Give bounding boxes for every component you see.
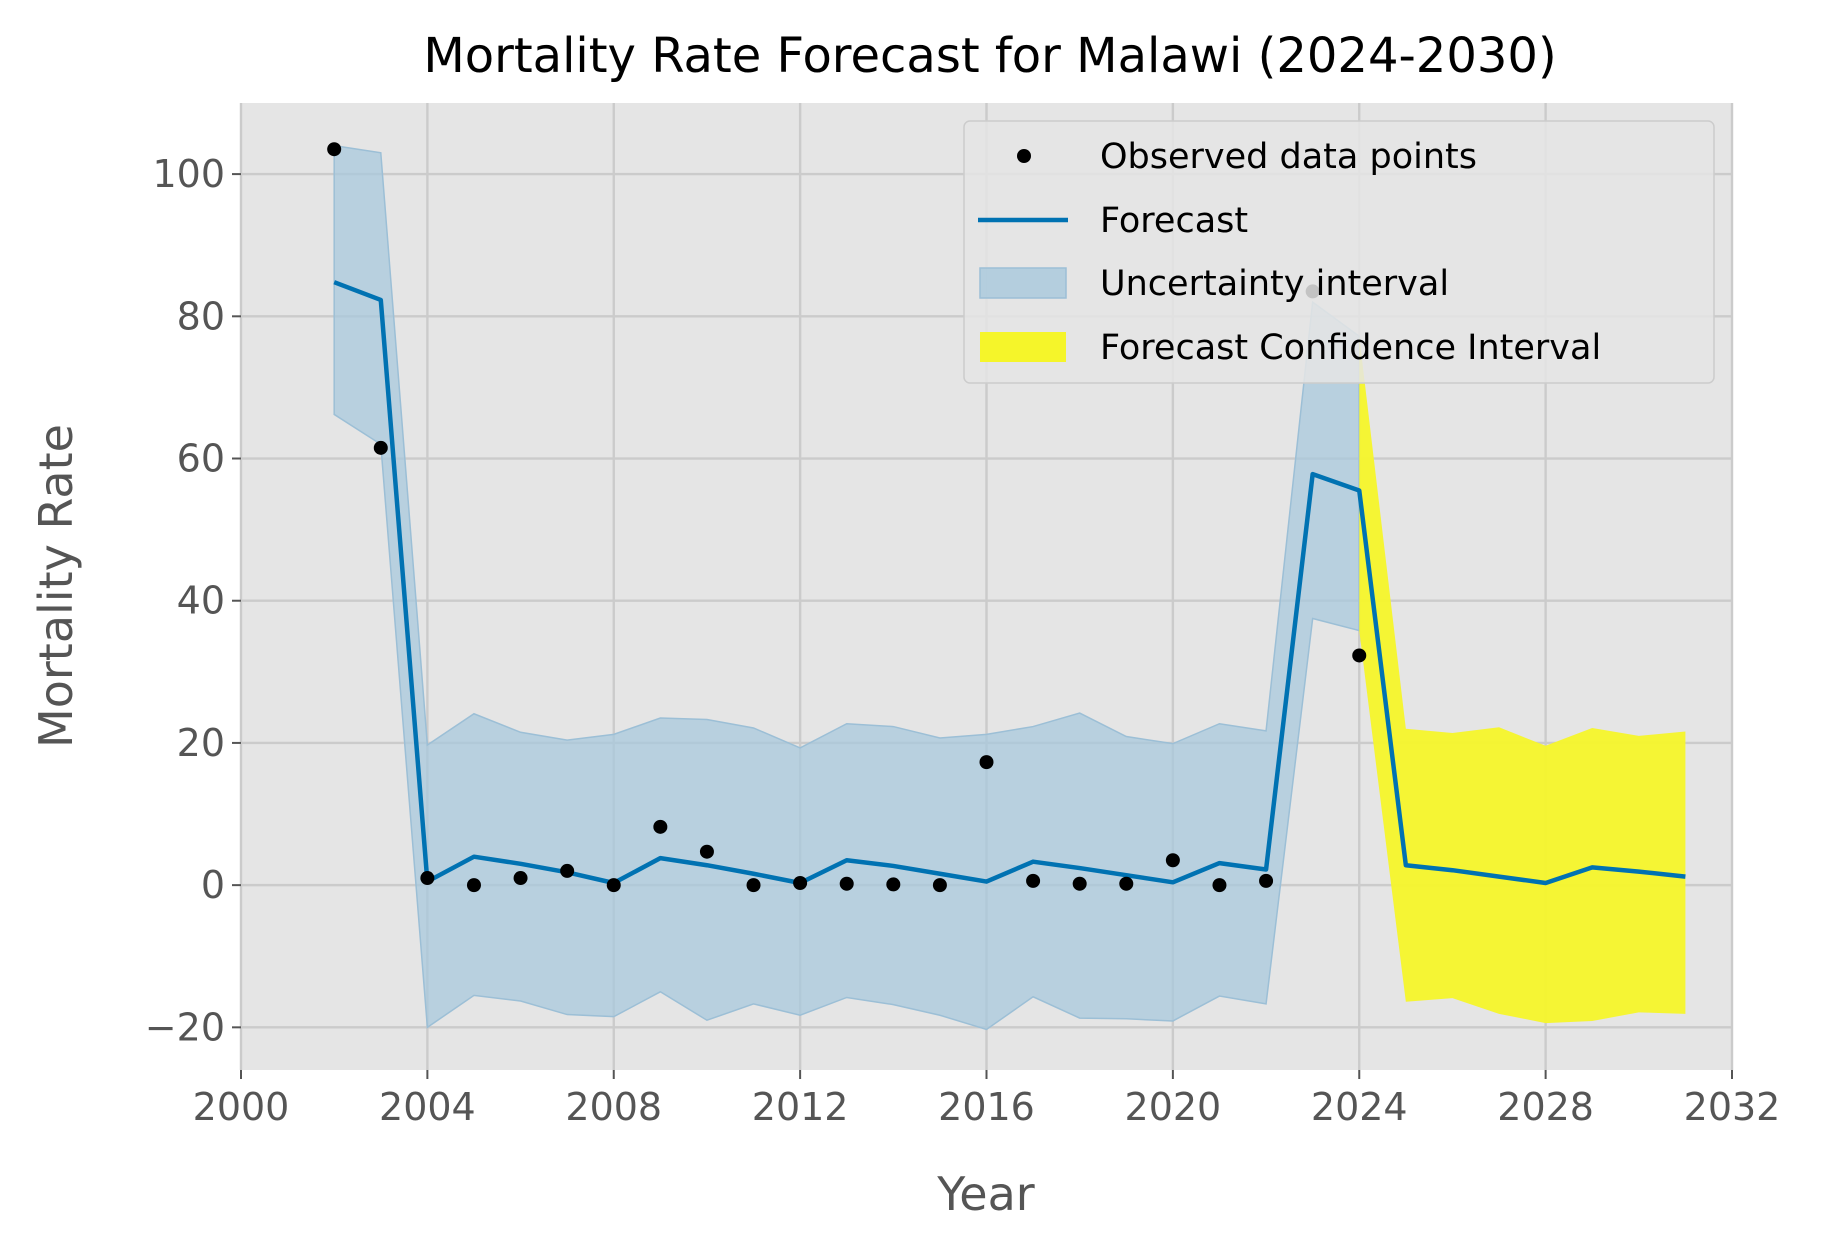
x-axis-label: Year bbox=[936, 1167, 1034, 1221]
x-tick-label-3: 2012 bbox=[752, 1085, 849, 1129]
observed-point-2007 bbox=[560, 863, 575, 878]
y-axis-ticks: −20 0 20 40 60 80 100 bbox=[145, 152, 241, 1049]
legend-box bbox=[963, 120, 1715, 384]
observed-point-2010 bbox=[699, 844, 714, 859]
observed-point-2005 bbox=[466, 878, 481, 893]
y-tick-label-2: 20 bbox=[177, 721, 225, 765]
x-axis-ticks: 2000 2004 2008 2012 2016 2020 2024 2028 2032 bbox=[193, 1070, 1781, 1129]
legend-observed-marker bbox=[1017, 149, 1031, 163]
x-tick-label-6: 2024 bbox=[1311, 1085, 1408, 1129]
observed-point-2009 bbox=[653, 819, 668, 834]
observed-point-2012 bbox=[793, 875, 808, 890]
observed-point-2003 bbox=[373, 440, 388, 455]
legend-uncertainty-label: Uncertainty interval bbox=[1100, 264, 1449, 304]
y-tick-label-3: 40 bbox=[177, 579, 225, 623]
observed-point-2011 bbox=[746, 878, 761, 893]
y-tick-label-4: 60 bbox=[177, 437, 225, 481]
observed-point-2004 bbox=[420, 871, 435, 886]
observed-point-2002 bbox=[327, 142, 342, 157]
y-tick-label-5: 80 bbox=[177, 294, 225, 338]
observed-point-2006 bbox=[513, 871, 528, 886]
forecast-confidence-band bbox=[1359, 336, 1686, 1024]
legend-confidence-marker bbox=[980, 332, 1066, 362]
y-tick-label-0: −20 bbox=[145, 1005, 225, 1049]
x-tick-label-5: 2020 bbox=[1125, 1085, 1222, 1129]
observed-point-2020 bbox=[1165, 853, 1180, 868]
observed-point-2024 bbox=[1352, 648, 1367, 663]
forecast-line bbox=[333, 280, 1686, 886]
legend-uncertainty-marker bbox=[979, 267, 1067, 299]
chart-title: Mortality Rate Forecast for Malawi (2024… bbox=[423, 28, 1556, 84]
x-tick-label-2: 2008 bbox=[565, 1085, 662, 1129]
x-tick-label-4: 2016 bbox=[938, 1085, 1035, 1129]
y-axis-label: Mortality Rate bbox=[29, 424, 83, 748]
observed-point-2021 bbox=[1212, 878, 1227, 893]
observed-point-2022 bbox=[1259, 873, 1274, 888]
observed-point-2018 bbox=[1072, 876, 1087, 891]
observed-point-2019 bbox=[1119, 876, 1134, 891]
observed-point-2016 bbox=[979, 755, 994, 770]
x-tick-label-1: 2004 bbox=[379, 1085, 476, 1129]
legend-confidence-label: Forecast Confidence Interval bbox=[1100, 328, 1601, 368]
legend-forecast-label: Forecast bbox=[1100, 201, 1248, 241]
y-tick-label-6: 100 bbox=[152, 152, 225, 196]
observed-point-2008 bbox=[606, 878, 621, 893]
observed-point-2017 bbox=[1026, 873, 1041, 888]
x-tick-label-0: 2000 bbox=[193, 1085, 290, 1129]
forecast-line-layer bbox=[333, 280, 1686, 886]
y-tick-label-1: 0 bbox=[201, 863, 225, 907]
observed-points-layer bbox=[327, 142, 1367, 893]
interval-fills bbox=[333, 144, 1686, 1031]
x-tick-label-8: 2032 bbox=[1684, 1085, 1781, 1129]
observed-point-2014 bbox=[886, 877, 901, 892]
legend-observed-label: Observed data points bbox=[1100, 137, 1477, 177]
legend: Observed data points Forecast Uncertainty … bbox=[963, 120, 1715, 384]
observed-point-2013 bbox=[839, 876, 854, 891]
observed-point-2015 bbox=[932, 878, 947, 893]
x-tick-label-7: 2028 bbox=[1497, 1085, 1594, 1129]
